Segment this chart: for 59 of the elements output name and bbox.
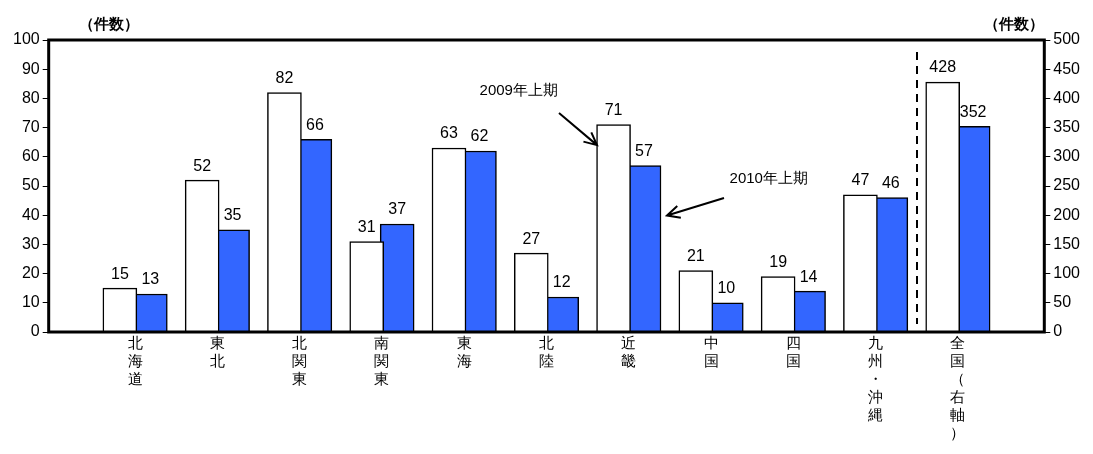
- data-label: 82: [275, 68, 294, 86]
- y2-tick-label: 100: [1053, 264, 1081, 282]
- x-tick-label: 北海道: [127, 334, 143, 388]
- data-label: 352: [959, 102, 987, 120]
- y-tick-label: 70: [21, 118, 40, 136]
- data-label: 37: [388, 200, 407, 218]
- data-label: 27: [522, 229, 541, 247]
- y2-tick-label: 150: [1053, 234, 1081, 252]
- data-label: 14: [799, 267, 818, 285]
- y-tick-label: 80: [21, 88, 40, 106]
- y-tick-label: 100: [12, 30, 40, 48]
- x-tick-label: 近畿: [621, 334, 637, 370]
- x-tick-label: 四国: [785, 334, 801, 370]
- y2-tick-label: 400: [1053, 88, 1081, 106]
- data-label: 12: [552, 273, 571, 291]
- x-tick-label: 中国: [703, 334, 719, 370]
- y2-tick-label: 50: [1053, 293, 1072, 311]
- y-tick-label: 30: [21, 234, 40, 252]
- text: 2009年上期: [479, 81, 558, 99]
- y-axis-title: （件数）: [78, 14, 139, 32]
- data-label: 31: [357, 217, 376, 235]
- x-tick-label: 南関東: [374, 334, 390, 388]
- data-label: 57: [635, 141, 653, 159]
- y-tick-label: 50: [21, 176, 40, 194]
- data-label: 46: [881, 174, 900, 192]
- x-tick-label: 北関東: [292, 334, 308, 388]
- data-label: 63: [440, 124, 458, 142]
- y2-tick-label: 350: [1053, 118, 1081, 136]
- x-tick-label: 東北: [209, 334, 225, 370]
- data-label: 15: [110, 264, 129, 282]
- data-label: 428: [929, 58, 957, 76]
- data-label: 52: [193, 156, 212, 174]
- y-tick-label: 90: [21, 59, 40, 77]
- data-label: 10: [717, 279, 736, 297]
- x-tick-label: 全国（右軸）: [950, 334, 966, 442]
- x-tick-label: 北陸: [539, 334, 554, 370]
- data-label: 19: [769, 252, 788, 270]
- y2-tick-label: 500: [1053, 30, 1081, 48]
- y-tick-label: 60: [21, 147, 40, 165]
- y-tick-label: 10: [21, 293, 40, 311]
- data-label: 66: [305, 115, 324, 133]
- y2-tick-label: 0: [1053, 322, 1063, 340]
- y2-tick-label: 200: [1053, 205, 1081, 223]
- data-label: 35: [223, 206, 242, 224]
- data-label: 71: [604, 101, 623, 119]
- y-tick-label: 0: [30, 322, 40, 340]
- data-label: 21: [686, 247, 705, 265]
- data-label: 62: [470, 127, 489, 145]
- y2-tick-label: 300: [1053, 147, 1081, 165]
- data-label: 13: [141, 270, 160, 288]
- x-tick-label: 九州・沖縄: [867, 334, 884, 424]
- text: 2010年上期: [729, 168, 808, 186]
- y-tick-label: 40: [21, 205, 40, 223]
- data-label: 47: [851, 171, 870, 189]
- y2-tick-label: 450: [1053, 59, 1081, 77]
- y-tick-label: 20: [21, 264, 40, 282]
- y2-tick-label: 250: [1053, 176, 1081, 194]
- x-tick-label: 東海: [456, 334, 472, 370]
- y2-axis-title: （件数）: [984, 14, 1045, 32]
